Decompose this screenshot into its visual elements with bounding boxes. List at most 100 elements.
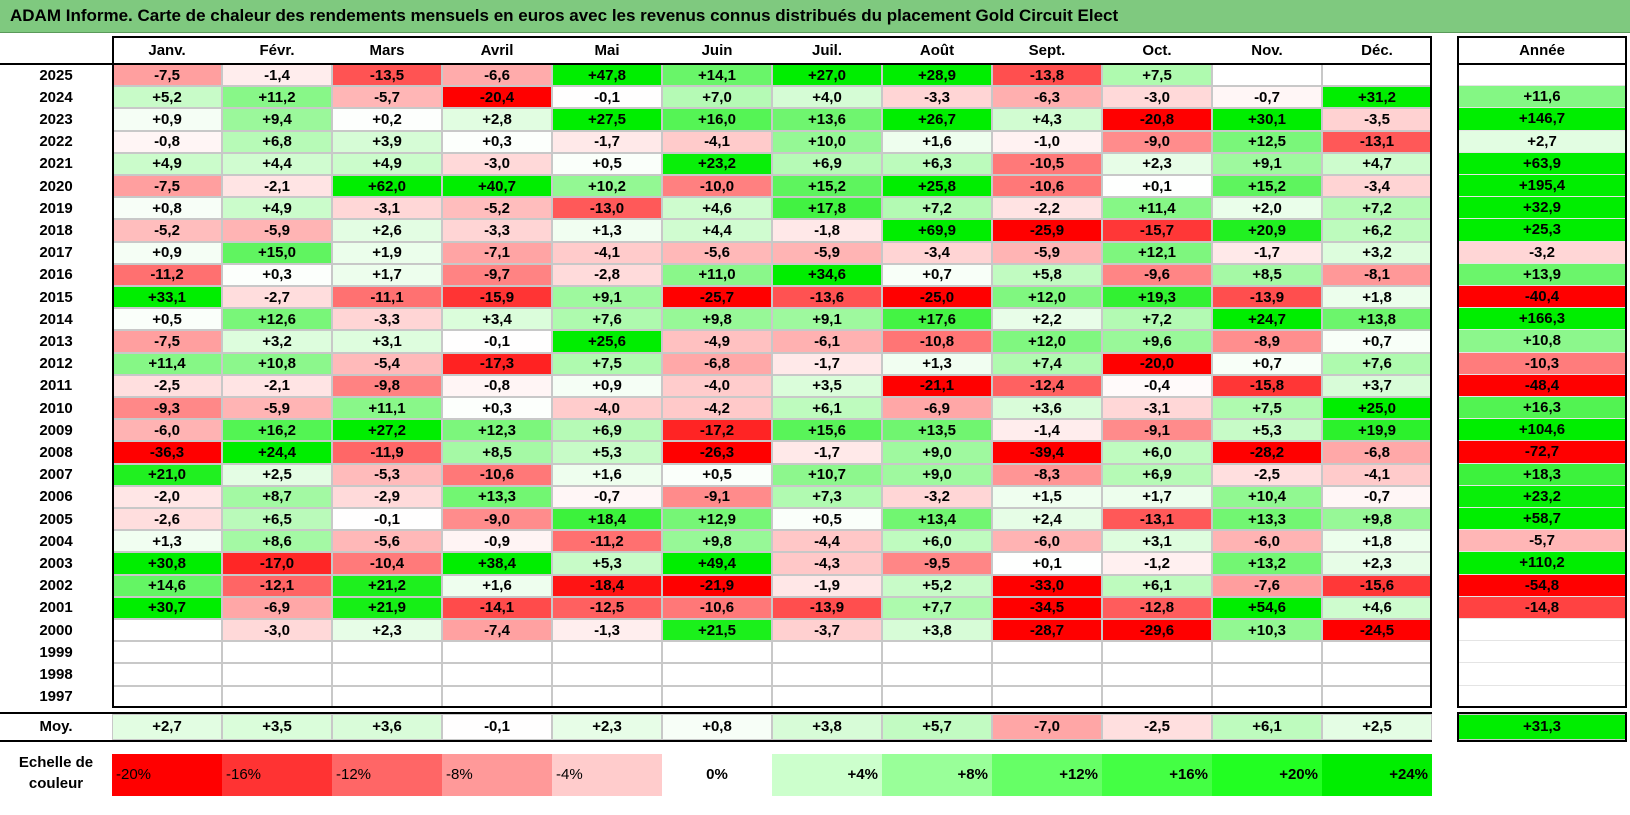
- average-cell: +0,8: [662, 713, 772, 740]
- heatmap-cell: +9,8: [1322, 508, 1432, 531]
- annual-cell: [1457, 641, 1627, 664]
- heatmap-cell: -3,2: [882, 485, 992, 508]
- chart-title: ADAM Informe. Carte de chaleur des rende…: [10, 6, 1119, 25]
- heatmap-cell: +6,1: [1102, 574, 1212, 597]
- annual-cell: +104,6: [1457, 419, 1627, 442]
- heatmap-cell: -7,1: [442, 241, 552, 264]
- heatmap-cell: -20,8: [1102, 108, 1212, 131]
- month-header: Mai: [594, 41, 620, 59]
- year-label: 2000: [39, 621, 73, 639]
- heatmap-cell: +5,3: [552, 441, 662, 464]
- heatmap-cell: +0,7: [882, 263, 992, 286]
- heatmap-cell: -2,0: [112, 485, 222, 508]
- heatmap-cell: -10,4: [332, 552, 442, 575]
- heatmap-cell: +3,4: [442, 308, 552, 331]
- heatmap-cell: -20,0: [1102, 352, 1212, 375]
- annual-cell: [1457, 619, 1627, 642]
- heatmap-cell: +4,4: [662, 219, 772, 242]
- heatmap-cell: -0,1: [442, 330, 552, 353]
- heatmap-cell: -33,0: [992, 574, 1102, 597]
- heatmap-cell: [222, 663, 332, 686]
- heatmap-cell: [1102, 685, 1212, 708]
- average-cell: +2,5: [1322, 713, 1432, 740]
- annual-cell: [1457, 64, 1627, 87]
- heatmap-cell: +7,2: [1322, 197, 1432, 220]
- heatmap-cell: -15,8: [1212, 374, 1322, 397]
- heatmap-cell: -10,0: [662, 175, 772, 198]
- heatmap-cell: -20,4: [442, 86, 552, 109]
- heatmap-cell: +4,9: [222, 197, 332, 220]
- heatmap-cell: +62,0: [332, 175, 442, 198]
- heatmap-cell: +2,3: [1102, 152, 1212, 175]
- color-scale-stop: +20%: [1212, 753, 1322, 796]
- heatmap-cell: [882, 663, 992, 686]
- heatmap-cell: +54,6: [1212, 596, 1322, 619]
- heatmap-cell: -9,5: [882, 552, 992, 575]
- heatmap-cell: -12,4: [992, 374, 1102, 397]
- color-scale-stop: 0%: [662, 753, 772, 796]
- heatmap-cell: [1212, 685, 1322, 708]
- heatmap-cell: -2,1: [222, 374, 332, 397]
- heatmap-cell: +7,6: [1322, 352, 1432, 375]
- average-cell: -7,0: [992, 713, 1102, 740]
- heatmap-cell: +9,4: [222, 108, 332, 131]
- heatmap-cell: -1,7: [772, 352, 882, 375]
- heatmap-cell: +11,4: [1102, 197, 1212, 220]
- heatmap-cell: +9,6: [1102, 330, 1212, 353]
- heatmap-cell: -5,9: [992, 241, 1102, 264]
- heatmap-cell: -12,8: [1102, 596, 1212, 619]
- heatmap-cell: [1212, 663, 1322, 686]
- heatmap-cell: +4,6: [662, 197, 772, 220]
- heatmap-cell: -15,6: [1322, 574, 1432, 597]
- heatmap-cell: -4,3: [772, 552, 882, 575]
- heatmap-cell: [992, 685, 1102, 708]
- heatmap-cell: +0,3: [442, 130, 552, 153]
- heatmap-cell: +4,0: [772, 86, 882, 109]
- month-header: Déc.: [1361, 41, 1393, 59]
- heatmap-cell: [222, 641, 332, 664]
- heatmap-cell: -3,3: [332, 308, 442, 331]
- heatmap-cell: +26,7: [882, 108, 992, 131]
- heatmap-cell: +0,1: [1102, 175, 1212, 198]
- average-cell: +3,6: [332, 713, 442, 740]
- color-scale-stop: -4%: [552, 753, 662, 796]
- heatmap-cell: +34,6: [772, 263, 882, 286]
- heatmap-cell: +1,9: [332, 241, 442, 264]
- month-header: Août: [919, 41, 955, 59]
- heatmap-cell: +0,9: [552, 374, 662, 397]
- heatmap-cell: -9,0: [442, 508, 552, 531]
- year-label: 2001: [39, 599, 73, 617]
- heatmap-cell: +10,7: [772, 463, 882, 486]
- color-scale-stop: +12%: [992, 753, 1102, 796]
- heatmap-cell: -12,5: [552, 596, 662, 619]
- heatmap-cell: -4,1: [1322, 463, 1432, 486]
- heatmap-cell: +25,0: [1322, 397, 1432, 420]
- heatmap-cell: [1322, 641, 1432, 664]
- heatmap-cell: [1212, 641, 1322, 664]
- heatmap-cell: -0,4: [1102, 374, 1212, 397]
- heatmap-cell: +7,5: [1102, 64, 1212, 87]
- heatmap-cell: +13,6: [772, 108, 882, 131]
- annual-cell: +10,8: [1457, 330, 1627, 353]
- annual-cell: +110,2: [1457, 552, 1627, 575]
- heatmap-cell: -11,9: [332, 441, 442, 464]
- average-cell: +2,7: [112, 713, 222, 740]
- heatmap-cell: +69,9: [882, 219, 992, 242]
- heatmap-cell: -10,8: [882, 330, 992, 353]
- heatmap-cell: [1322, 64, 1432, 87]
- heatmap-cell: +12,0: [992, 286, 1102, 309]
- heatmap-cell: +1,8: [1322, 286, 1432, 309]
- heatmap-cell: +27,2: [332, 419, 442, 442]
- heatmap-cell: +0,3: [222, 263, 332, 286]
- heatmap-cell: -34,5: [992, 596, 1102, 619]
- heatmap-cell: -9,6: [1102, 263, 1212, 286]
- heatmap-cell: -4,0: [662, 374, 772, 397]
- heatmap-cell: +13,8: [1322, 308, 1432, 331]
- heatmap-cell: -2,9: [332, 485, 442, 508]
- heatmap-cell: +17,6: [882, 308, 992, 331]
- heatmap-cell: -13,1: [1102, 508, 1212, 531]
- heatmap-cell: +27,5: [552, 108, 662, 131]
- heatmap-cell: +2,8: [442, 108, 552, 131]
- heatmap-cell: +0,3: [442, 397, 552, 420]
- heatmap-cell: -21,1: [882, 374, 992, 397]
